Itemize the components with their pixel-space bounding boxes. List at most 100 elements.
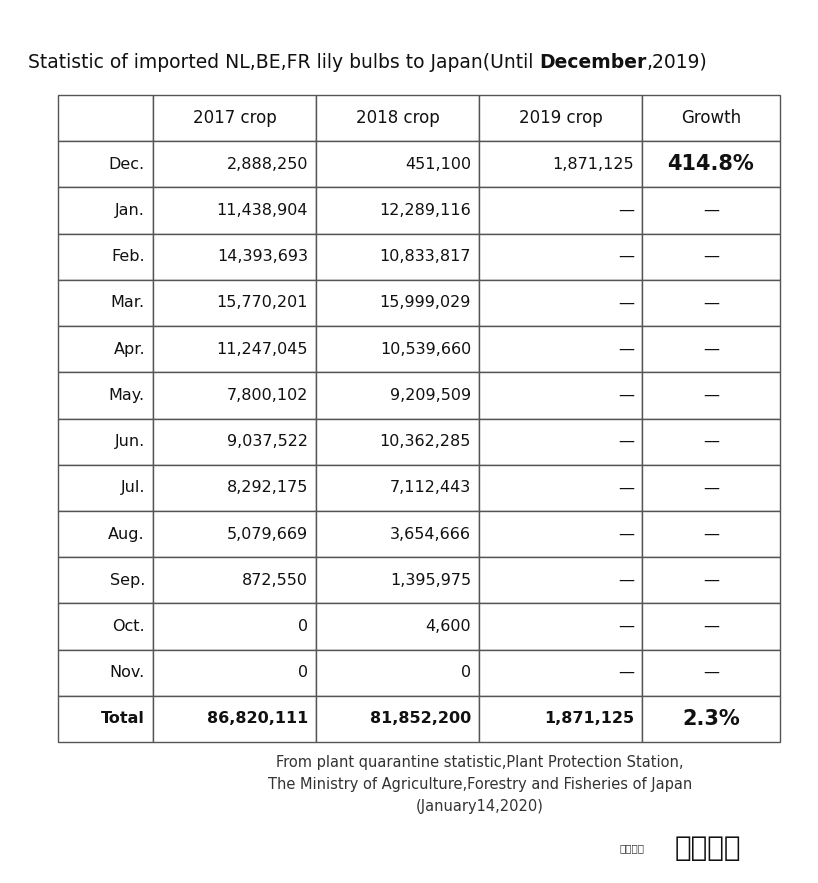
Bar [316,696,479,742]
Text: Mar.: Mar. [111,296,145,311]
Bar [316,511,479,557]
Bar [479,95,642,141]
Text: 81,852,200: 81,852,200 [370,712,471,727]
Text: 0: 0 [461,665,471,680]
Bar [316,95,479,141]
Bar [58,557,153,603]
Text: 2018 crop: 2018 crop [356,109,439,127]
Text: 株式会社: 株式会社 [620,843,645,853]
Text: —: — [618,480,634,495]
Bar [479,419,642,464]
Bar [479,557,642,603]
Bar [58,141,153,187]
Text: 11,247,045: 11,247,045 [217,342,308,357]
Bar [642,603,780,650]
Bar [316,419,479,464]
Text: —: — [703,619,719,634]
Text: Oct.: Oct. [112,619,145,634]
Bar [316,373,479,419]
Bar [316,650,479,696]
Bar [153,464,316,511]
Bar [316,557,479,603]
Text: 15,999,029: 15,999,029 [380,296,471,311]
Bar [316,280,479,326]
Bar [58,696,153,742]
Text: 2,888,250: 2,888,250 [227,157,308,172]
Text: 7,800,102: 7,800,102 [227,388,308,403]
Text: 9,209,509: 9,209,509 [390,388,471,403]
Text: —: — [703,296,719,311]
Text: —: — [618,203,634,218]
Text: Jun.: Jun. [115,434,145,449]
Text: —: — [703,573,719,588]
Text: —: — [703,434,719,449]
Text: —: — [618,665,634,680]
Bar [153,187,316,234]
Bar [479,187,642,234]
Text: 9,037,522: 9,037,522 [227,434,308,449]
Text: 2.3%: 2.3% [682,709,739,728]
Text: —: — [618,342,634,357]
Bar [153,234,316,280]
Bar [642,326,780,373]
Bar [58,464,153,511]
Text: Statistic of imported NL,BE,FR lily bulbs to Japan(Until: Statistic of imported NL,BE,FR lily bulb… [28,52,539,72]
Bar [316,234,479,280]
Bar [642,464,780,511]
Text: —: — [703,203,719,218]
Bar [58,419,153,464]
Text: 11,438,904: 11,438,904 [217,203,308,218]
Text: 8,292,175: 8,292,175 [227,480,308,495]
Text: —: — [703,388,719,403]
Text: —: — [703,480,719,495]
Text: December: December [539,52,647,72]
Text: 2019 crop: 2019 crop [519,109,602,127]
Text: 414.8%: 414.8% [667,155,754,174]
Text: 872,550: 872,550 [242,573,308,588]
Bar [642,95,780,141]
Text: Total: Total [101,712,145,727]
Text: —: — [618,296,634,311]
Bar [642,187,780,234]
Text: 86,820,111: 86,820,111 [207,712,308,727]
Bar [58,187,153,234]
Text: —: — [618,388,634,403]
Bar [58,280,153,326]
Text: —: — [703,665,719,680]
Bar [642,696,780,742]
Bar [316,187,479,234]
Bar [58,511,153,557]
Bar [479,234,642,280]
Text: 0: 0 [298,619,308,634]
Text: 1,871,125: 1,871,125 [544,712,634,727]
Bar [316,603,479,650]
Bar [479,373,642,419]
Bar [479,650,642,696]
Text: —: — [703,342,719,357]
Text: The Ministry of Agriculture,Forestry and Fisheries of Japan: The Ministry of Agriculture,Forestry and… [267,776,692,791]
Bar [58,234,153,280]
Bar [642,650,780,696]
Text: 3,654,666: 3,654,666 [390,526,471,541]
Bar [479,280,642,326]
Text: Growth: Growth [681,109,741,127]
Bar [153,511,316,557]
Bar [153,650,316,696]
Bar [479,696,642,742]
Bar [316,464,479,511]
Text: 10,539,660: 10,539,660 [380,342,471,357]
Bar [58,326,153,373]
Bar [479,326,642,373]
Text: —: — [618,573,634,588]
Text: ,2019): ,2019) [647,52,708,72]
Bar [153,280,316,326]
Text: —: — [618,249,634,264]
Bar [642,141,780,187]
Bar [479,141,642,187]
Bar [153,373,316,419]
Bar [153,326,316,373]
Text: 10,833,817: 10,833,817 [380,249,471,264]
Text: Dec.: Dec. [109,157,145,172]
Text: 2017 crop: 2017 crop [192,109,276,127]
Text: 1,871,125: 1,871,125 [552,157,634,172]
